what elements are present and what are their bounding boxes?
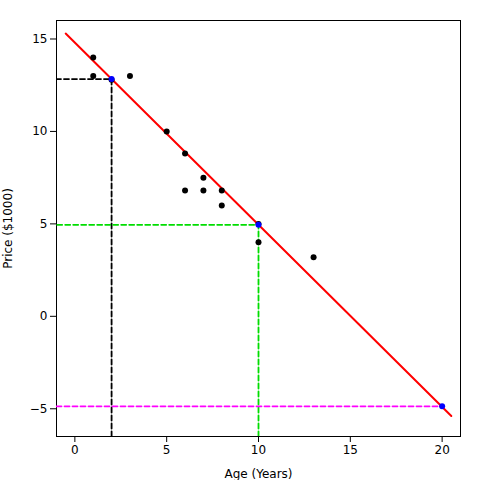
svg-text:10: 10 xyxy=(32,124,47,138)
svg-text:Age (Years): Age (Years) xyxy=(224,467,292,480)
svg-text:5: 5 xyxy=(40,217,48,231)
svg-text:−5: −5 xyxy=(30,402,48,416)
svg-text:10: 10 xyxy=(251,443,266,457)
svg-text:Price ($1000): Price ($1000) xyxy=(1,188,15,269)
svg-text:5: 5 xyxy=(163,443,171,457)
svg-text:15: 15 xyxy=(32,32,47,46)
svg-text:20: 20 xyxy=(434,443,449,457)
svg-text:15: 15 xyxy=(343,443,358,457)
svg-text:0: 0 xyxy=(71,443,79,457)
svg-text:0: 0 xyxy=(40,309,48,323)
